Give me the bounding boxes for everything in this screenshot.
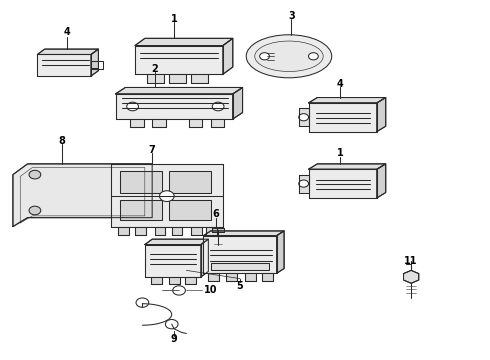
Circle shape — [127, 170, 139, 179]
Circle shape — [299, 180, 309, 187]
Text: 1: 1 — [171, 14, 177, 24]
Polygon shape — [111, 164, 223, 226]
Bar — [169, 171, 211, 193]
Text: 11: 11 — [404, 256, 418, 266]
Polygon shape — [208, 273, 219, 281]
Polygon shape — [233, 87, 243, 119]
Text: 2: 2 — [151, 64, 158, 74]
Polygon shape — [245, 273, 256, 281]
Circle shape — [299, 114, 309, 121]
Text: 4: 4 — [63, 27, 70, 37]
Polygon shape — [155, 226, 165, 234]
Text: 3: 3 — [288, 11, 295, 21]
Circle shape — [213, 242, 223, 249]
Bar — [211, 263, 270, 270]
Bar — [169, 201, 211, 220]
Polygon shape — [135, 45, 223, 74]
Polygon shape — [299, 175, 309, 193]
Text: 9: 9 — [171, 334, 177, 344]
Circle shape — [127, 102, 139, 111]
Polygon shape — [212, 228, 224, 232]
Polygon shape — [277, 231, 284, 273]
Text: 5: 5 — [237, 281, 244, 291]
Text: 8: 8 — [58, 136, 65, 145]
Polygon shape — [130, 119, 144, 127]
Text: 1: 1 — [337, 148, 343, 158]
Polygon shape — [147, 74, 164, 83]
Polygon shape — [189, 119, 202, 127]
Polygon shape — [309, 164, 386, 169]
Polygon shape — [203, 231, 284, 235]
Polygon shape — [135, 226, 146, 234]
Polygon shape — [309, 98, 386, 103]
Polygon shape — [377, 164, 386, 198]
Polygon shape — [299, 108, 309, 126]
Polygon shape — [206, 226, 217, 234]
Polygon shape — [152, 119, 166, 127]
Polygon shape — [172, 226, 182, 234]
Circle shape — [136, 298, 149, 307]
Ellipse shape — [246, 35, 332, 78]
Circle shape — [212, 102, 224, 111]
Circle shape — [260, 53, 270, 60]
Circle shape — [29, 170, 41, 179]
Text: 6: 6 — [212, 209, 219, 219]
Polygon shape — [226, 273, 237, 281]
Polygon shape — [116, 94, 233, 119]
Circle shape — [172, 286, 185, 295]
Circle shape — [127, 206, 139, 215]
Polygon shape — [201, 239, 208, 277]
Polygon shape — [169, 74, 186, 83]
Polygon shape — [403, 270, 419, 283]
Polygon shape — [145, 244, 201, 277]
Polygon shape — [135, 39, 233, 45]
Polygon shape — [377, 98, 386, 132]
Polygon shape — [145, 239, 208, 244]
Polygon shape — [211, 119, 224, 127]
Polygon shape — [91, 49, 98, 76]
Polygon shape — [37, 54, 91, 76]
Bar — [121, 171, 162, 193]
Bar — [121, 201, 162, 220]
Text: 10: 10 — [203, 285, 217, 296]
Text: 7: 7 — [149, 144, 155, 154]
Polygon shape — [91, 61, 98, 68]
Polygon shape — [118, 226, 129, 234]
Circle shape — [159, 191, 174, 202]
Circle shape — [165, 319, 178, 329]
Polygon shape — [191, 74, 208, 83]
Polygon shape — [185, 277, 196, 284]
Ellipse shape — [255, 41, 323, 72]
Polygon shape — [116, 87, 243, 94]
Polygon shape — [37, 49, 98, 54]
Circle shape — [309, 53, 318, 60]
Circle shape — [29, 206, 41, 215]
Polygon shape — [13, 164, 152, 226]
Polygon shape — [223, 39, 233, 74]
Polygon shape — [151, 277, 162, 284]
Polygon shape — [309, 103, 377, 132]
Polygon shape — [169, 277, 180, 284]
Polygon shape — [309, 169, 377, 198]
Polygon shape — [262, 273, 273, 281]
Polygon shape — [191, 226, 202, 234]
Polygon shape — [203, 235, 277, 273]
Text: 4: 4 — [337, 79, 343, 89]
